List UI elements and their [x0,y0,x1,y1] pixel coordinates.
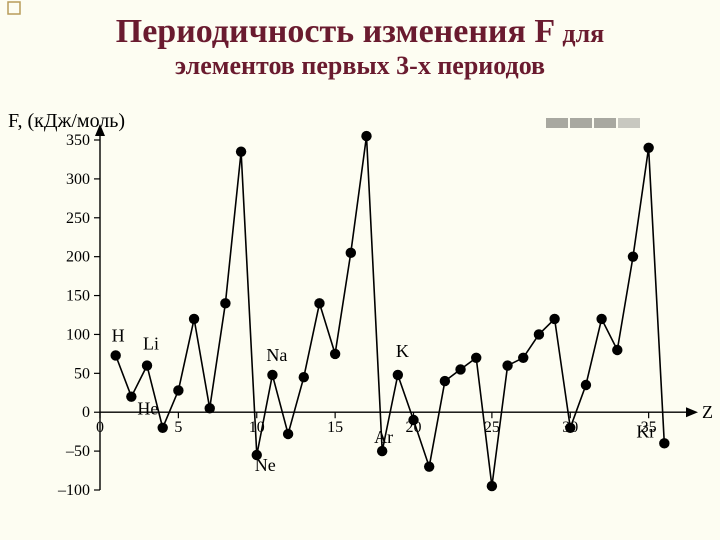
slide: { "title": { "line1_a": "Периодичность и… [0,0,720,540]
title-sub-a: для [562,19,604,48]
element-label-h: H [112,325,125,345]
svg-text:50: 50 [74,365,90,382]
svg-text:5: 5 [174,419,182,436]
svg-text:300: 300 [66,171,90,188]
chart-area: F, (кДж/моль) –100–500501001502002503003… [8,110,712,530]
x-axis-label: Z [702,402,712,422]
element-label-ne: Ne [255,455,276,475]
svg-text:150: 150 [66,288,90,305]
svg-text:–100: –100 [57,482,90,499]
element-label-kr: Kr [636,421,655,441]
svg-text:250: 250 [66,210,90,227]
svg-text:0: 0 [82,404,90,421]
title-main: Периодичность изменения F [116,13,563,50]
svg-text:200: 200 [66,249,90,266]
title-sub-b: элементов первых 3-х периодов [175,51,545,80]
element-label-k: K [396,341,409,361]
svg-text:–50: –50 [65,443,90,460]
svg-text:25: 25 [484,419,500,436]
svg-text:0: 0 [96,419,104,436]
element-label-li: Li [143,334,159,354]
svg-text:100: 100 [66,326,90,343]
slide-title: Периодичность изменения F для элементов … [0,0,720,81]
chart-svg: –100–50050100150200250300350051015202530… [8,110,712,530]
svg-text:350: 350 [66,132,90,149]
element-label-na: Na [266,345,287,365]
element-label-he: He [137,399,158,419]
corner-mark-icon [6,0,22,16]
element-label-ar: Ar [374,427,393,447]
svg-text:15: 15 [327,419,343,436]
